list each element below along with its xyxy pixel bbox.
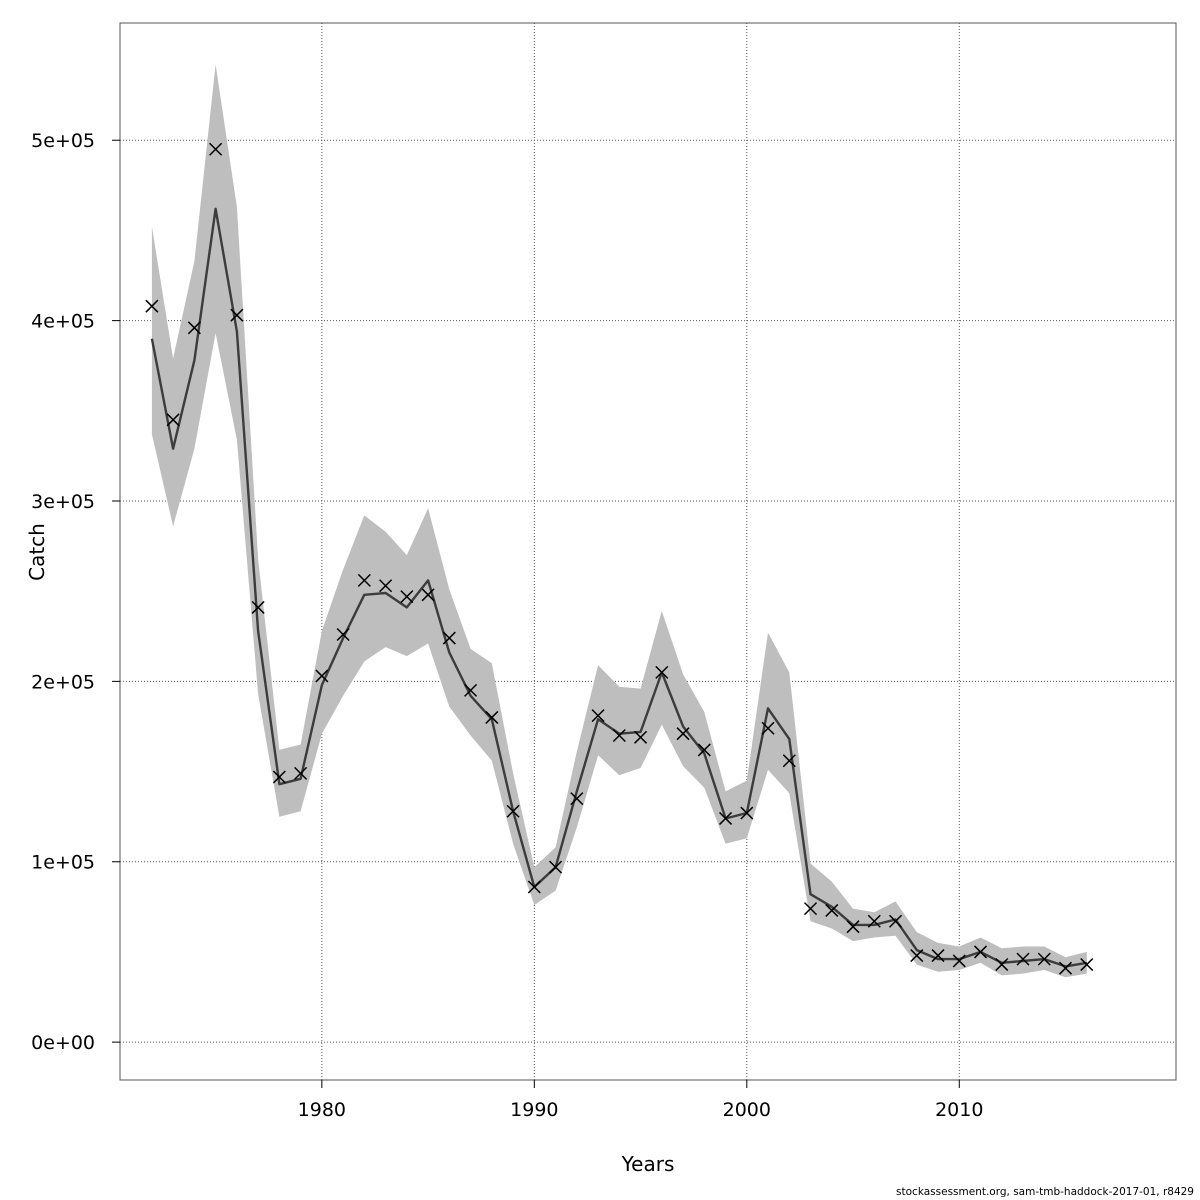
observed-point bbox=[315, 669, 329, 683]
observed-point bbox=[464, 683, 478, 697]
axes: 1980 1990 2000 2010 0e+00 1e+05 2e+05 3e+05 4e+0… bbox=[31, 130, 983, 1121]
observed-point bbox=[697, 743, 711, 757]
observed-point bbox=[952, 954, 966, 968]
confidence-band bbox=[151, 64, 1087, 978]
observed-point bbox=[655, 665, 669, 679]
observed-point bbox=[442, 631, 456, 645]
observed-point bbox=[421, 588, 435, 602]
observed-point bbox=[591, 709, 605, 723]
observed-point bbox=[251, 600, 265, 614]
observed-point bbox=[506, 804, 520, 818]
observed-point bbox=[804, 902, 818, 916]
observed-point bbox=[1080, 958, 1094, 972]
observed-point bbox=[846, 920, 860, 934]
observed-point bbox=[230, 308, 244, 322]
observed-point bbox=[867, 914, 881, 928]
y-tick-label: 5e+05 bbox=[31, 130, 95, 152]
observed-point bbox=[570, 792, 584, 806]
observed-points bbox=[145, 142, 1094, 975]
observed-point bbox=[549, 860, 563, 874]
x-tick-label: 1980 bbox=[298, 1099, 346, 1121]
observed-point bbox=[889, 914, 903, 928]
observed-point bbox=[634, 730, 648, 744]
observed-point bbox=[612, 728, 626, 743]
y-tick-label: 0e+00 bbox=[31, 1032, 95, 1054]
observed-point bbox=[1058, 961, 1073, 975]
observed-point bbox=[931, 949, 945, 963]
y-tick-label: 2e+05 bbox=[31, 671, 95, 693]
x-tick-label: 2010 bbox=[935, 1099, 983, 1121]
observed-point bbox=[166, 413, 180, 427]
observed-point bbox=[782, 754, 796, 768]
estimate-line bbox=[150, 207, 1087, 968]
observed-point bbox=[1037, 952, 1051, 966]
observed-point bbox=[973, 945, 988, 959]
observed-point bbox=[209, 142, 223, 156]
observed-point bbox=[740, 806, 754, 820]
observed-point bbox=[995, 958, 1009, 972]
y-tick-label: 4e+05 bbox=[31, 311, 95, 333]
observed-point bbox=[272, 770, 286, 784]
observed-point bbox=[719, 811, 733, 825]
observed-point bbox=[527, 880, 541, 894]
observed-point bbox=[400, 590, 414, 604]
observed-point bbox=[1016, 952, 1030, 966]
observed-point bbox=[294, 766, 308, 780]
grid-lines bbox=[120, 23, 1176, 1080]
observed-point bbox=[379, 579, 393, 593]
observed-point bbox=[187, 321, 201, 335]
observed-point bbox=[910, 949, 924, 963]
y-tick-label: 3e+05 bbox=[31, 491, 95, 513]
observed-point bbox=[676, 727, 690, 741]
observed-point bbox=[357, 573, 371, 587]
plot-border bbox=[119, 22, 1177, 1081]
source-credit: stockassessment.org, sam-tmb-haddock-201… bbox=[896, 1186, 1194, 1198]
y-tick-label: 1e+05 bbox=[31, 852, 95, 874]
x-axis-title: Years bbox=[621, 1152, 675, 1176]
observed-point bbox=[485, 710, 499, 724]
x-tick-label: 2000 bbox=[723, 1099, 771, 1121]
observed-point bbox=[825, 903, 839, 917]
observed-point bbox=[761, 721, 775, 735]
observed-point bbox=[336, 627, 350, 642]
y-axis-title: Catch bbox=[25, 523, 49, 581]
x-tick-label: 1990 bbox=[510, 1099, 558, 1121]
observed-point bbox=[145, 299, 159, 313]
